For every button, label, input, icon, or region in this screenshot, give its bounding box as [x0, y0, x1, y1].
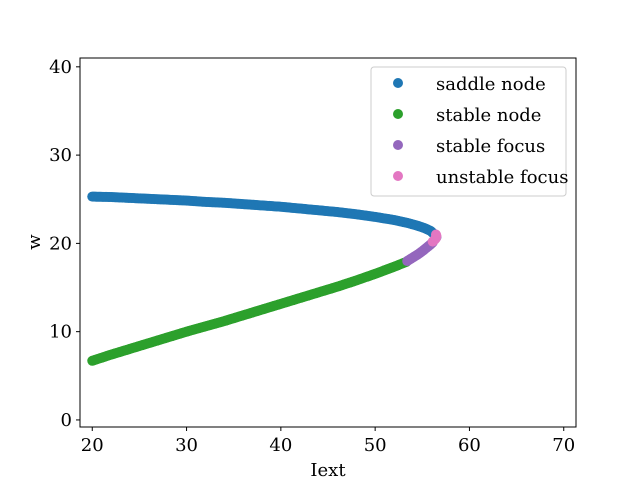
legend: saddle node stable node stable focus uns… [370, 66, 568, 197]
axes-frame [79, 57, 577, 428]
legend-label-stable-focus: stable focus [436, 136, 545, 157]
x-tick-label: 20 [81, 435, 104, 456]
legend-label-stable-node: stable node [436, 105, 541, 126]
x-axis-label: Iext [310, 460, 346, 480]
legend-label-unstable-focus: unstable focus [436, 167, 568, 188]
point-unstable-focus [430, 229, 441, 240]
points-layer [87, 191, 442, 366]
legend-marker-stable-node [393, 109, 403, 119]
x-tick-label: 50 [364, 435, 387, 456]
legend-marker-saddle-node [393, 78, 403, 88]
x-tick-label: 70 [552, 435, 575, 456]
y-tick-label: 40 [49, 57, 72, 78]
ticks-layer: 20 30 40 50 60 70 0 10 20 30 40 [49, 57, 575, 456]
legend-frame [370, 66, 567, 197]
legend-label-saddle-node: saddle node [436, 74, 546, 95]
legend-marker-stable-focus [393, 140, 403, 150]
x-tick-label: 60 [458, 435, 481, 456]
x-tick-label: 30 [175, 435, 198, 456]
y-tick-label: 30 [49, 145, 72, 166]
y-axis-label: w [24, 234, 45, 250]
y-tick-label: 10 [49, 322, 72, 343]
legend-marker-unstable-focus [393, 171, 403, 181]
y-tick-label: 0 [61, 410, 72, 431]
x-tick-label: 40 [269, 435, 292, 456]
y-tick-label: 20 [49, 233, 72, 254]
